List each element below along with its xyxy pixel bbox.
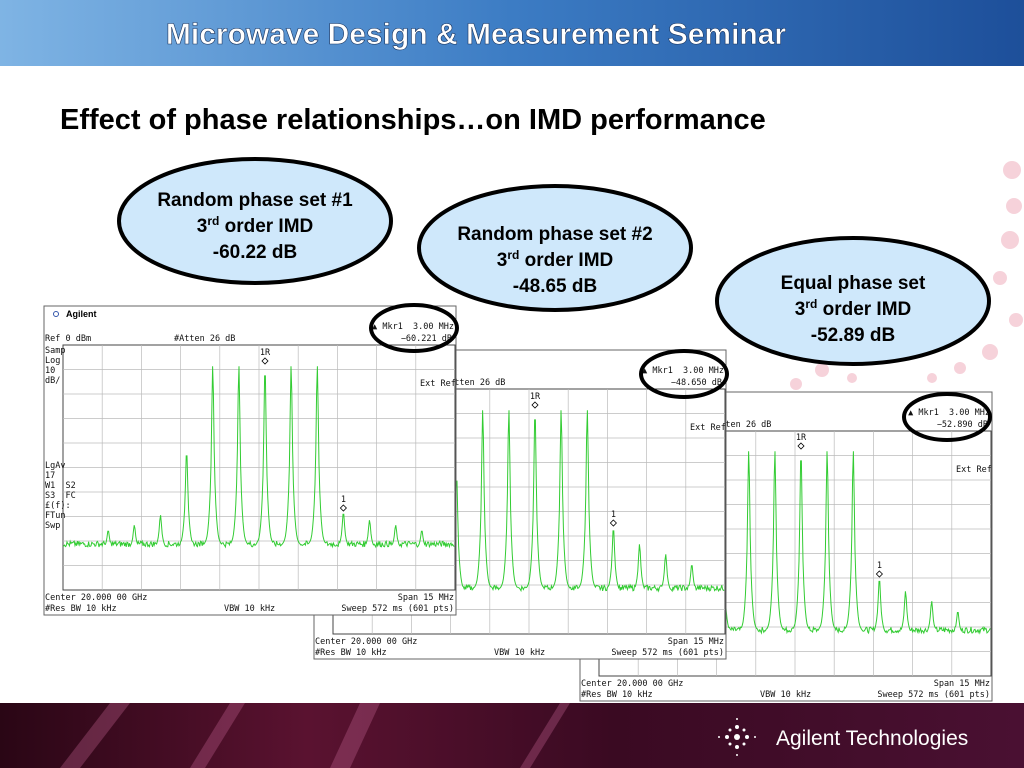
side-label: FTun [45,511,65,521]
center-freq: Center 20.000 00 GHz [45,593,147,603]
order-suffix: rd [805,297,817,311]
spectrum-trace [62,366,455,549]
marker-readout: ▲ Mkr1 3.00 MHz [642,366,724,376]
brand-icon [53,311,59,317]
order-suffix: rd [507,248,519,262]
brand: Agilent [66,309,97,319]
side-label-bg [45,375,62,385]
order-text: order IMD [519,250,613,271]
marker-readout: ▲ Mkr1 3.00 MHz [908,408,990,418]
side-label: W1 S2 [45,481,76,491]
side-label-bg [45,365,62,375]
marker-value: −52.890 dB [937,420,988,430]
ext-ref: Ext Ref [956,465,992,475]
ref-level: Ref 0 dBm [45,334,91,344]
side-label: 17 [45,471,55,481]
span: Span 15 MHz [934,679,990,689]
callout: Equal phase set 3rd order IMD -52.89 dB [715,236,991,366]
marker-label: 1 [341,495,346,505]
side-label-bg [45,510,62,520]
side-label: S3 FC [45,491,76,501]
attenuation: #Atten 26 dB [444,378,505,388]
screens: 1R 1 #Atten 26 dB ▲ Mkr1 3.00 MHz −52.890 dB… [43,305,993,702]
order-text: order IMD [817,299,911,320]
res-bw: #Res BW 10 kHz [581,690,653,700]
callout-value: -52.89 dB [811,325,895,346]
span: Span 15 MHz [398,593,454,603]
marker-value: −60.221 dB [401,334,452,344]
sweep: Sweep 572 ms (601 pts) [877,690,990,700]
callout-value: -60.22 dB [213,242,297,263]
attenuation: #Atten 26 dB [174,334,235,344]
marker-diamond [531,401,539,409]
order-number: 3 [497,250,508,271]
footer-logo: Agilent Technologies [776,727,968,750]
side-label: dB/ [45,376,60,386]
marker-diamond [797,442,805,450]
order-number: 3 [197,216,208,237]
side-label-bg [45,480,62,490]
sweep: Sweep 572 ms (601 pts) [611,648,724,658]
sweep: Sweep 572 ms (601 pts) [341,604,454,614]
callout-value: -48.65 dB [513,276,597,297]
marker-label: 1 [877,561,882,571]
agilent-spark [718,718,756,756]
side-label-bg [45,490,62,500]
footer-streaks [60,703,570,768]
span: Span 15 MHz [668,637,724,647]
res-bw: #Res BW 10 kHz [315,648,387,658]
vbw: VBW 10 kHz [224,604,275,614]
marker-diamond [875,570,883,578]
callout: Random phase set #1 3rd order IMD -60.22… [117,157,393,285]
side-label-bg [45,520,62,530]
vbw: VBW 10 kHz [494,648,545,658]
res-bw: #Res BW 10 kHz [45,604,117,614]
side-label-bg [45,345,62,355]
side-label: 10 [45,366,55,376]
marker-diamond [339,504,347,512]
side-label: LgAv [45,461,65,471]
callout-label: Equal phase set [781,273,926,294]
decor-dots [790,161,1023,390]
center-freq: Center 20.000 00 GHz [581,679,683,689]
ext-ref: Ext Ref [690,423,726,433]
side-label-bg [45,470,62,480]
banner [0,0,1024,66]
side-label-bg [45,460,62,470]
marker-readout: ▲ Mkr1 3.00 MHz [372,322,454,332]
analyzer-screen: 1R 1 Agilent Ref 0 dBm #Atten 26 dB ▲ Mkr1 3.… [43,305,457,616]
banner-title: Microwave Design & Measurement Seminar [166,18,787,51]
marker-label: 1 [611,510,616,520]
side-label-bg [45,500,62,510]
ext-ref: Ext Ref [420,379,456,389]
callout: Random phase set #2 3rd order IMD -48.65… [417,184,693,312]
callout-label: Random phase set #2 [457,224,652,245]
marker-diamond [609,519,617,527]
side-label: £(f): [45,501,71,511]
marker-label: 1R [796,433,807,443]
attenuation: #Atten 26 dB [710,420,771,430]
side-label-bg [45,355,62,365]
side-label: Log [45,356,60,366]
vbw: VBW 10 kHz [760,690,811,700]
order-text: order IMD [219,216,313,237]
callout-order: 3rd order IMD [795,297,912,320]
order-number: 3 [795,299,806,320]
side-label: Swp [45,521,60,531]
callout-order: 3rd order IMD [497,248,614,271]
center-freq: Center 20.000 00 GHz [315,637,417,647]
marker-label: 1R [260,348,271,358]
footer [0,703,1024,768]
marker-value: −48.650 dB [671,378,722,388]
callout-order: 3rd order IMD [197,214,314,237]
marker-rings [369,303,992,442]
slide-title: Effect of phase relationships…on IMD per… [60,104,766,136]
side-label: Samp [45,346,65,356]
order-suffix: rd [207,214,219,228]
marker-label: 1R [530,392,541,402]
marker-diamond [261,357,269,365]
callout-label: Random phase set #1 [157,190,353,211]
